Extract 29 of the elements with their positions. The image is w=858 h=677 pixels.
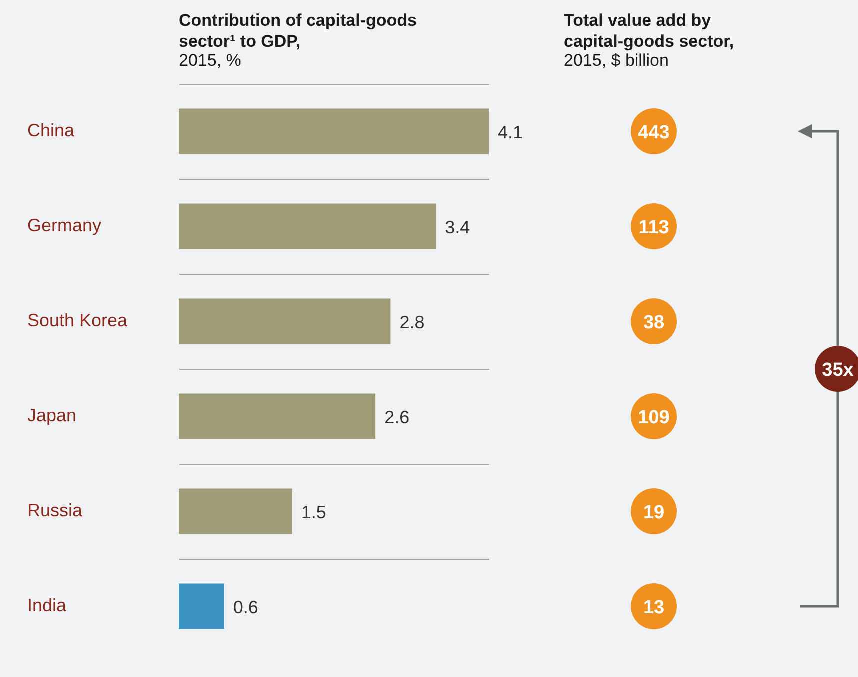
bar bbox=[179, 204, 436, 250]
text: 35x bbox=[822, 360, 854, 381]
data-label: 3.4 bbox=[445, 218, 470, 238]
data-label: 38 bbox=[643, 312, 665, 334]
y-tick-label: Japan bbox=[28, 406, 77, 426]
data-label: 1.5 bbox=[301, 502, 326, 522]
y-tick-label: India bbox=[28, 596, 68, 616]
data-label: 2.6 bbox=[384, 408, 410, 428]
chart-title: Contribution of capital-goods sector¹ to GDP, bbox=[179, 11, 417, 51]
data-label: 19 bbox=[643, 502, 665, 524]
data-label: 113 bbox=[638, 218, 670, 238]
bar bbox=[179, 584, 224, 630]
y-tick-label: China bbox=[28, 120, 76, 140]
text: Total value add by capital-goods sector, bbox=[564, 11, 734, 51]
y-tick-label: South Korea bbox=[28, 310, 129, 330]
y-tick-label: Germany bbox=[28, 216, 102, 236]
data-label: 13 bbox=[643, 598, 665, 618]
chart-subtitle: 2015, % bbox=[179, 51, 242, 70]
bar bbox=[179, 108, 489, 154]
bar bbox=[179, 394, 376, 440]
bar bbox=[179, 298, 391, 344]
text: 2015, $ billion bbox=[564, 51, 669, 70]
data-label: 109 bbox=[638, 408, 670, 428]
data-label: 0.6 bbox=[233, 598, 258, 618]
bar bbox=[179, 488, 292, 534]
y-tick-label: Russia bbox=[28, 500, 84, 520]
data-label: 4.1 bbox=[498, 122, 524, 142]
data-label: 443 bbox=[638, 122, 670, 144]
data-label: 2.8 bbox=[400, 312, 425, 332]
